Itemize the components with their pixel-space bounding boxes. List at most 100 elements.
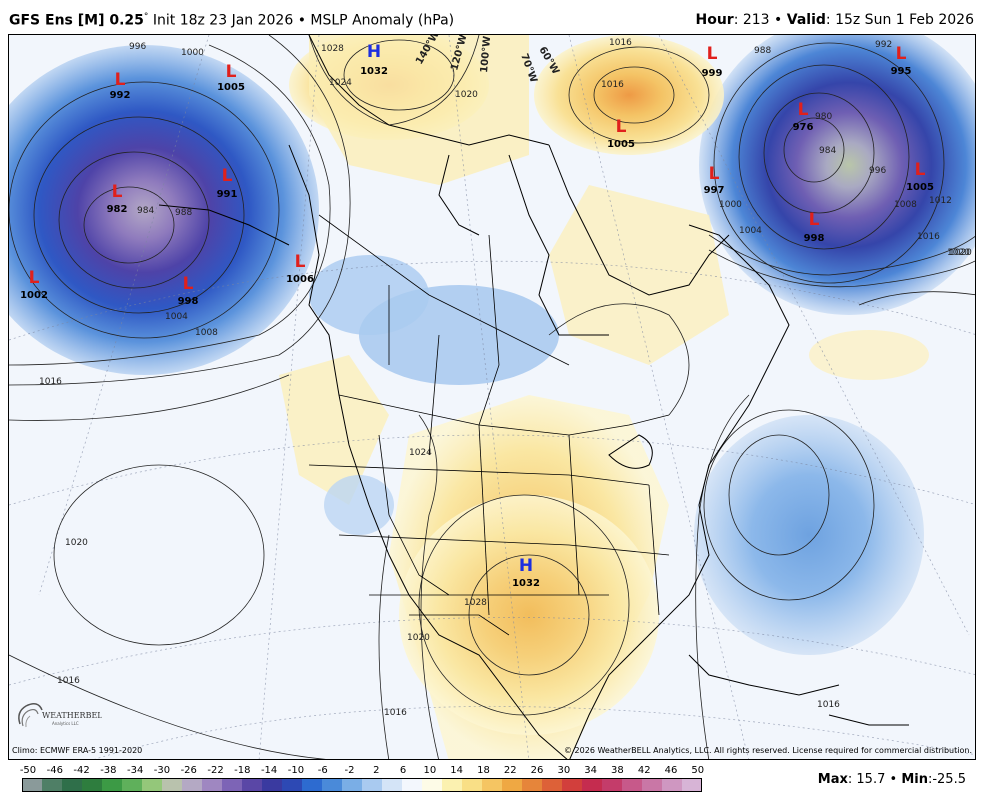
- isobar-labels: 996 1000 1028 1024 1020 1016 1016 1000 1…: [39, 38, 972, 718]
- colorbar-swatch: [242, 778, 263, 792]
- colorbar-tick-labels: -50 -46 -42 -38 -34 -30 -26 -22 -18 -14 -10 -6 -2 2 6 1…: [20, 765, 704, 777]
- low-value: 1005: [607, 139, 635, 150]
- colorbar-swatch: [162, 778, 183, 792]
- colorbar-tick-label: 2: [373, 765, 380, 776]
- low-symbol: L: [896, 44, 907, 64]
- low-value: 995: [891, 66, 912, 77]
- low-value: 991: [217, 189, 238, 200]
- isobar-label: 996: [129, 42, 146, 52]
- high-symbol: H: [519, 556, 533, 576]
- low-symbol: L: [707, 44, 718, 64]
- isobar-label: 984: [819, 146, 836, 156]
- high-center: H 1032: [512, 556, 540, 589]
- low-center: L 976: [793, 100, 814, 133]
- low-value: 999: [702, 68, 723, 79]
- isobar-label: 1016: [601, 80, 624, 90]
- colorbar-swatch: [182, 778, 203, 792]
- colorbar-tick-label: 30: [557, 765, 571, 776]
- colorbar-tick-label: 26: [530, 765, 544, 776]
- colorbar-swatch: [562, 778, 583, 792]
- isobar-label: 1020: [455, 90, 478, 100]
- hour-label: Hour: [695, 12, 734, 28]
- valid-label: Valid: [786, 12, 826, 28]
- colorbar-swatch: [622, 778, 643, 792]
- colorbar-swatch: [442, 778, 463, 792]
- isobar-label: 1000: [181, 48, 204, 58]
- colorbar: [22, 778, 702, 792]
- valid-info: Hour: 213 • Valid: 15z Sun 1 Feb 2026: [695, 12, 974, 28]
- colorbar-swatch: [22, 778, 43, 792]
- isobar-label: 1020: [407, 633, 430, 643]
- colorbar-tick-label: 42: [637, 765, 651, 776]
- colorbar-swatch: [522, 778, 543, 792]
- low-symbol: L: [709, 164, 720, 184]
- isobars: [9, 35, 975, 759]
- low-symbol: L: [183, 274, 194, 294]
- isobar-label: 1008: [195, 328, 218, 338]
- low-value: 1006: [286, 274, 314, 285]
- low-center: L 1005: [607, 117, 635, 150]
- max-value: : 15.7: [847, 772, 886, 787]
- colorbar-swatch: [102, 778, 123, 792]
- colorbar-tick-label: -26: [180, 765, 197, 776]
- colorbar-swatch: [142, 778, 163, 792]
- high-symbol: H: [367, 42, 381, 62]
- low-center: L 1002: [20, 268, 48, 301]
- colorbar-swatch: [42, 778, 63, 792]
- isobar-label: 1020: [949, 248, 972, 258]
- colorbar-swatch: [82, 778, 103, 792]
- isobar-label: 1016: [917, 232, 940, 242]
- colorbar-swatch: [382, 778, 403, 792]
- field-name: MSLP Anomaly (hPa): [310, 12, 455, 29]
- isobar-label: 1008: [894, 200, 917, 210]
- climo-note: Climo: ECMWF ERA-5 1991-2020: [12, 746, 143, 755]
- colorbar-tick-label: -6: [317, 765, 328, 776]
- isobar-label: 1016: [384, 708, 407, 718]
- low-symbol: L: [115, 70, 126, 90]
- min-value: :-25.5: [927, 772, 966, 787]
- colorbar-swatch: [482, 778, 503, 792]
- low-value: 1002: [20, 290, 48, 301]
- low-center: L 998: [178, 274, 199, 307]
- isobar-label: 988: [754, 46, 771, 56]
- isobar-label: 996: [869, 166, 886, 176]
- colorbar-tick-label: -30: [153, 765, 171, 776]
- colorbar-tick-label: 6: [399, 765, 407, 776]
- isobar-label: 1016: [817, 700, 840, 710]
- low-symbol: L: [798, 100, 809, 120]
- bullet: •: [297, 12, 306, 29]
- high-value: 1032: [360, 66, 388, 77]
- isobar-label: 1004: [165, 312, 188, 322]
- colorbar-swatch: [62, 778, 83, 792]
- isobar-label: 1024: [329, 78, 352, 88]
- low-center: L 982: [107, 182, 128, 215]
- low-center: L 998: [804, 210, 825, 244]
- low-symbol: L: [112, 182, 123, 202]
- max-label: Max: [817, 772, 848, 787]
- lon-label: 100°W: [479, 36, 493, 74]
- colorbar-tick-label: -2: [344, 765, 355, 776]
- colorbar-tick-label: -10: [287, 765, 305, 776]
- colorbar-swatch: [462, 778, 483, 792]
- low-symbol: L: [226, 62, 237, 82]
- logo-text: WEATHERBELL: [42, 711, 102, 720]
- low-symbol: L: [295, 252, 306, 272]
- colorbar-swatch: [682, 778, 702, 792]
- min-label: Min: [901, 772, 928, 787]
- low-center: L 1005: [906, 160, 934, 193]
- isobar-label: 1024: [409, 448, 432, 458]
- low-center: L 999: [702, 44, 723, 79]
- low-center: L 995: [891, 44, 912, 77]
- colorbar-swatch: [402, 778, 423, 792]
- colorbar-tick-label: 38: [611, 765, 624, 776]
- isobar-label: 992: [875, 40, 892, 50]
- isobar-label: 1004: [739, 226, 762, 236]
- isobar-label: 1012: [929, 196, 952, 206]
- colorbar-swatch: [662, 778, 683, 792]
- low-symbol: L: [915, 160, 926, 180]
- colorbar-swatch: [222, 778, 243, 792]
- isobar-label: 1020: [65, 538, 88, 548]
- isobar-label: 980: [815, 112, 832, 122]
